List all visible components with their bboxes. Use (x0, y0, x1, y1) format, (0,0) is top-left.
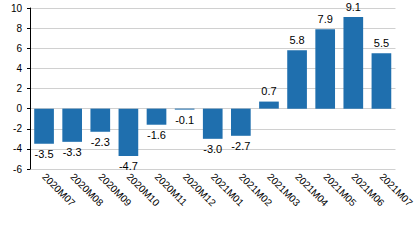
svg-text:2020M12: 2020M12 (180, 171, 218, 209)
svg-text:6: 6 (16, 43, 22, 54)
svg-text:2021M03: 2021M03 (265, 171, 303, 209)
svg-text:2021M04: 2021M04 (293, 171, 331, 209)
svg-text:-4.7: -4.7 (119, 160, 138, 172)
svg-text:2021M01: 2021M01 (208, 171, 247, 209)
svg-text:4: 4 (16, 63, 22, 74)
svg-text:2020M11: 2020M11 (152, 171, 190, 208)
svg-text:-4: -4 (13, 143, 22, 154)
svg-text:0: 0 (16, 103, 22, 114)
svg-text:-2.7: -2.7 (231, 140, 250, 152)
svg-text:8: 8 (16, 23, 22, 34)
svg-text:2021M05: 2021M05 (321, 171, 359, 209)
svg-text:5.5: 5.5 (374, 37, 389, 49)
svg-text:2021M02: 2021M02 (237, 171, 275, 209)
svg-text:10: 10 (11, 3, 23, 14)
svg-text:0.7: 0.7 (261, 85, 276, 97)
svg-text:-1.6: -1.6 (147, 129, 166, 141)
svg-text:-2.3: -2.3 (91, 136, 110, 148)
svg-text:2: 2 (16, 83, 22, 94)
svg-text:2020M10: 2020M10 (124, 171, 162, 209)
svg-text:-2: -2 (13, 123, 22, 134)
svg-text:-0.1: -0.1 (175, 114, 194, 126)
svg-text:2020M09: 2020M09 (96, 171, 134, 209)
svg-text:-3.0: -3.0 (203, 143, 222, 155)
svg-text:-3.3: -3.3 (63, 146, 82, 158)
svg-text:-6: -6 (13, 164, 22, 175)
svg-text:9.1: 9.1 (346, 1, 361, 13)
svg-text:5.8: 5.8 (289, 34, 304, 46)
svg-text:7.9: 7.9 (318, 13, 333, 25)
svg-text:2020M07: 2020M07 (40, 171, 78, 209)
svg-text:-3.5: -3.5 (35, 148, 54, 160)
svg-text:2021M06: 2021M06 (349, 171, 387, 209)
svg-text:2020M08: 2020M08 (68, 171, 106, 209)
svg-text:2021M07: 2021M07 (378, 171, 416, 209)
